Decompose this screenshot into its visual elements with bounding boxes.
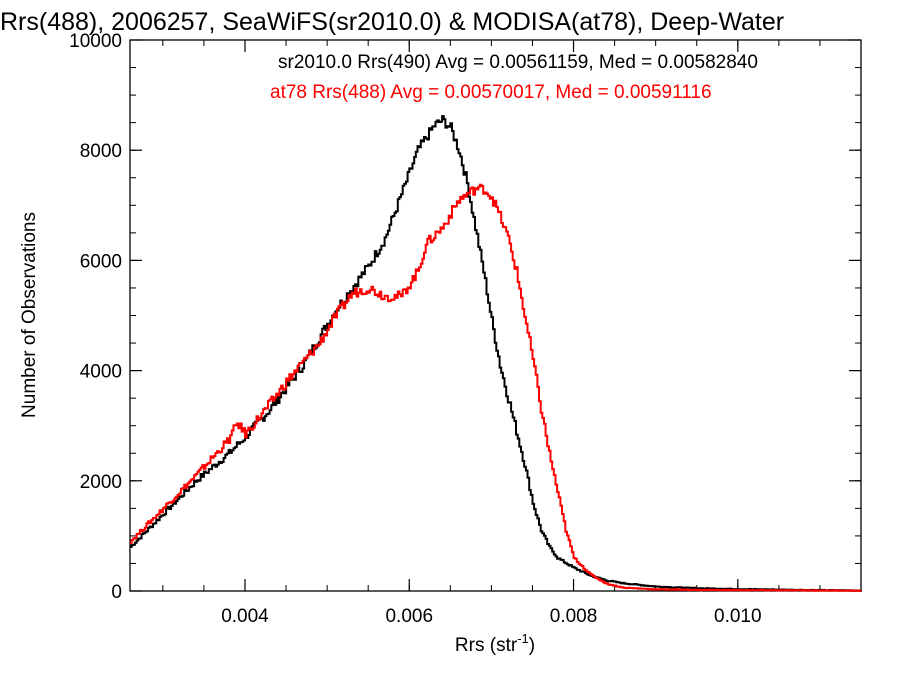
y-tick-labels: 0 2000 4000 6000 8000 10000 [69,31,122,603]
x-axis-label-superscript: -1 [517,631,529,646]
x-tick-label: 0.004 [221,606,269,627]
series-line-1 [130,183,862,592]
y-tick-label: 10000 [69,31,122,52]
y-tick-label: 2000 [80,472,122,493]
series-line-0 [130,115,862,592]
x-tick-label: 0.008 [550,606,598,627]
y-tick-label: 0 [111,582,122,603]
x-tick-label: 0.010 [714,606,762,627]
x-tick-label: 0.006 [385,606,433,627]
y-tick-label: 6000 [80,251,122,272]
axis-ticks [130,39,862,592]
chart-title: Rrs(488), 2006257, SeaWiFS(sr2010.0) & M… [0,8,784,36]
annotation-black-stats: sr2010.0 Rrs(490) Avg = 0.00561159, Med … [278,52,758,73]
x-axis-label-main: Rrs (str [455,635,518,656]
annotation-red-stats: at78 Rrs(488) Avg = 0.00570017, Med = 0.… [270,82,712,103]
plot-area-frame [129,39,862,592]
y-axis-label: Number of Observations [19,212,40,418]
x-axis-label: Rrs (str-1) [455,631,535,656]
x-tick-labels: 0.004 0.006 0.008 0.010 [221,606,761,627]
y-tick-label: 4000 [80,362,122,383]
y-tick-label: 8000 [80,141,122,162]
x-axis-label-close: ) [529,635,535,656]
series-layer [130,115,862,592]
